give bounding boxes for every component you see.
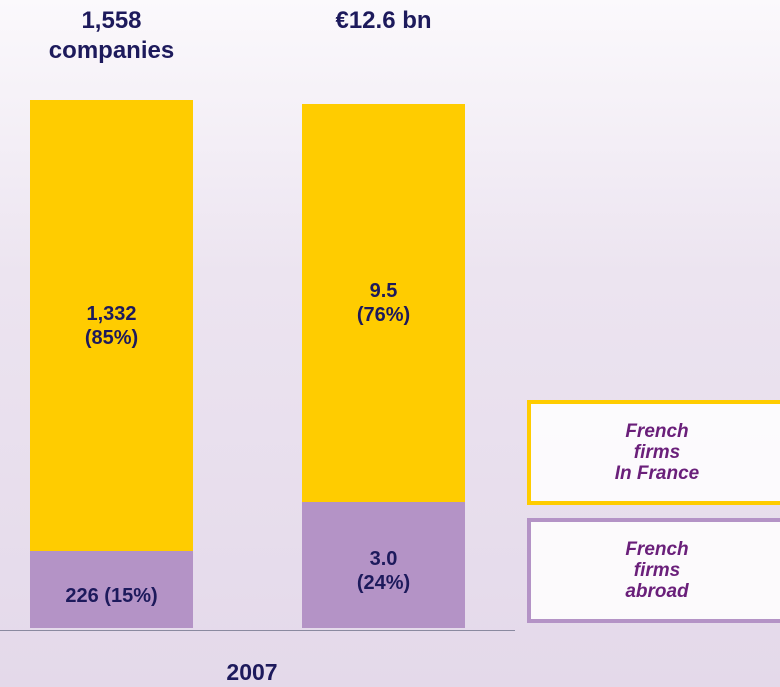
bar-segment xyxy=(30,551,193,628)
x-axis-label: 2007 xyxy=(226,659,278,685)
legend-item: French firms In France xyxy=(527,400,780,505)
total-label: 1,558 companies xyxy=(48,7,175,64)
data-label: 226 (15%) xyxy=(65,584,158,607)
total-label: €12.6 bn xyxy=(335,7,432,34)
data-label: 3.0 (24%) xyxy=(356,548,411,595)
legend-label: French firms In France xyxy=(614,421,700,484)
bar-segment xyxy=(302,502,465,628)
data-label: 9.5 (76%) xyxy=(356,280,411,327)
bar-segment xyxy=(302,104,465,503)
bar-segment xyxy=(30,100,193,552)
legend-item: French firms abroad xyxy=(527,518,780,623)
legend-label: French firms abroad xyxy=(625,539,689,602)
data-label: 1,332 (85%) xyxy=(84,302,139,349)
baseline xyxy=(0,630,515,631)
